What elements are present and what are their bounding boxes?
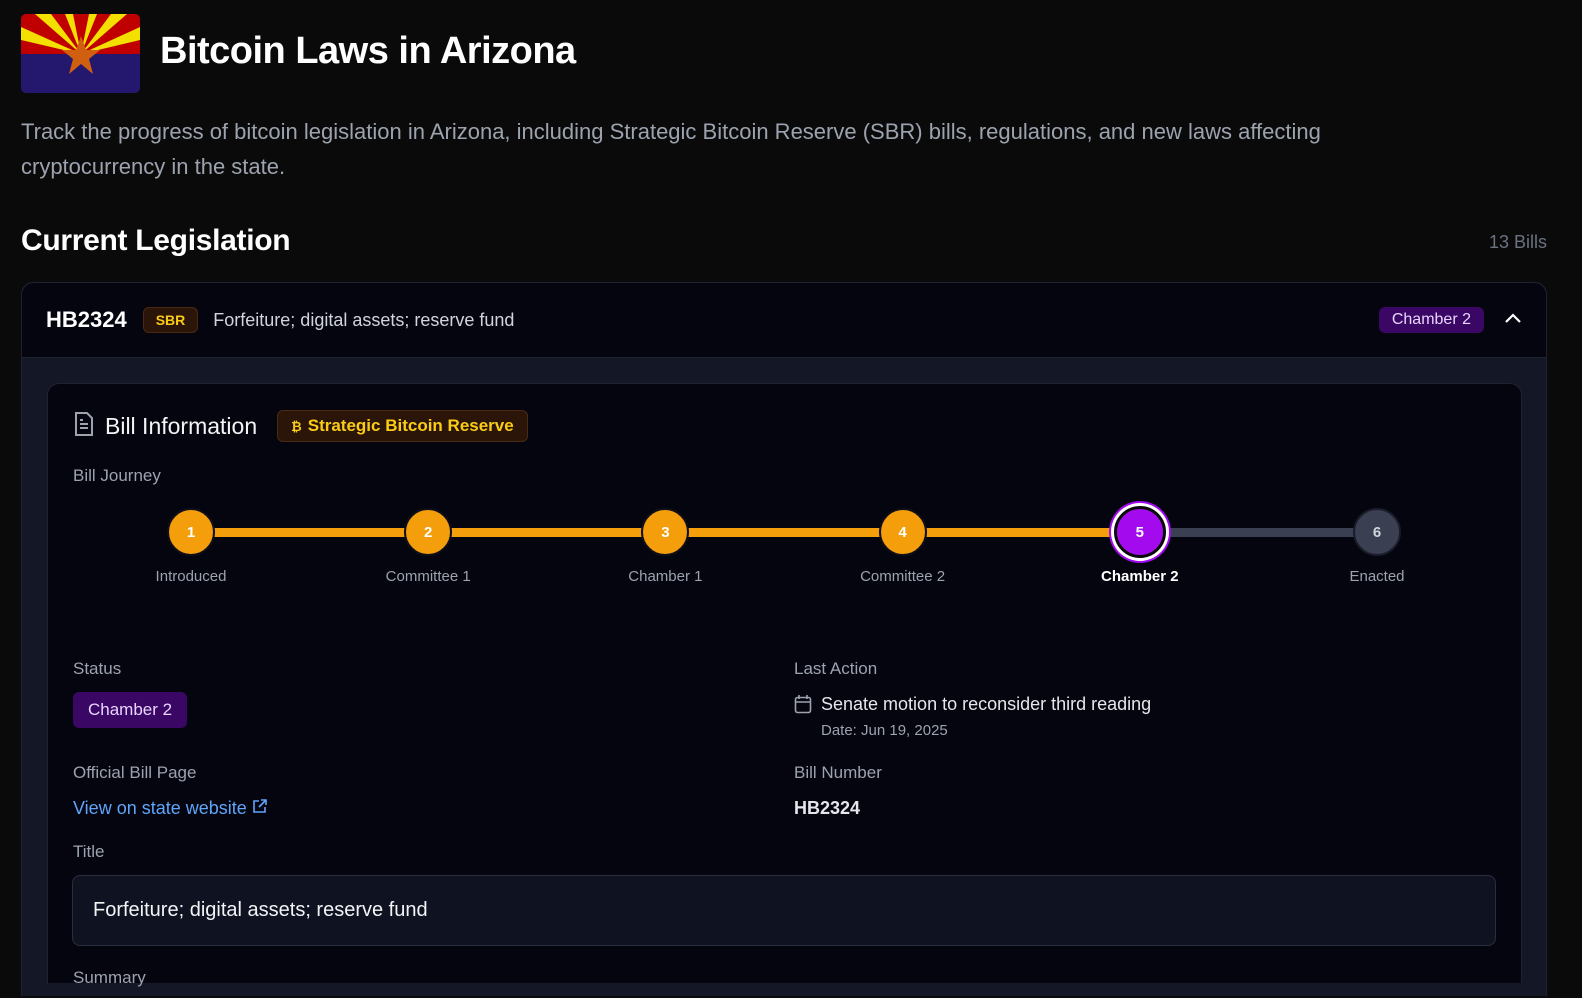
bill-card: HB2324 SBR Forfeiture; digital assets; r…	[21, 282, 1547, 996]
page-description: Track the progress of bitcoin legislatio…	[21, 119, 1321, 179]
page-title: Bitcoin Laws in Arizona	[160, 30, 576, 72]
last-action-date: Date: Jun 19, 2025	[821, 722, 948, 739]
external-link-icon	[252, 798, 268, 818]
journey-label: Bill Journey	[73, 466, 161, 485]
journey-connector	[1139, 528, 1377, 537]
bill-number-label: Bill Number	[794, 763, 882, 782]
link-text: View on state website	[73, 798, 247, 818]
status-badge: Chamber 2	[1378, 307, 1484, 333]
journey-connector	[902, 528, 1140, 537]
calendar-icon	[794, 694, 812, 719]
bill-information-panel: Bill Information ₿ Strategic Bitcoin Rese…	[47, 383, 1522, 987]
chevron-up-icon[interactable]	[1504, 311, 1522, 329]
state-website-link[interactable]: View on state website	[73, 798, 268, 819]
bill-card-header[interactable]: HB2324 SBR Forfeiture; digital assets; r…	[22, 283, 1546, 358]
journey-step-label: Chamber 2	[1101, 568, 1179, 585]
section-title: Current Legislation	[21, 224, 291, 257]
journey-step-3: 3	[641, 508, 690, 556]
journey-step-2: 2	[404, 508, 453, 556]
journey-connector	[191, 528, 429, 537]
journey-connector	[428, 528, 666, 537]
official-page-label: Official Bill Page	[73, 763, 197, 782]
bill-count: 13 Bills	[1488, 232, 1547, 252]
bill-number-value: HB2324	[794, 798, 861, 818]
bill-information-heading: Bill Information	[105, 412, 258, 439]
journey-step-5: 5	[1113, 506, 1166, 558]
journey-step-6: 6	[1353, 508, 1401, 556]
status-label: Status	[73, 659, 122, 678]
status-value-badge: Chamber 2	[73, 692, 188, 728]
bill-title: Forfeiture; digital assets; reserve fund	[213, 309, 515, 330]
category-label: Strategic Bitcoin Reserve	[307, 416, 514, 435]
journey-step-label: Committee 1	[385, 568, 471, 585]
last-action-text: Senate motion to reconsider third readin…	[821, 694, 1152, 714]
journey-step-label: Chamber 1	[628, 568, 703, 585]
category-badge: ₿ Strategic Bitcoin Reserve	[277, 410, 528, 442]
sbr-badge: SBR	[142, 307, 199, 333]
journey-step-label: Enacted	[1349, 568, 1405, 585]
bitcoin-icon: ₿	[291, 419, 302, 434]
journey-connector	[665, 528, 903, 537]
bill-id: HB2324	[46, 307, 127, 332]
journey-step-1: 1	[167, 508, 215, 556]
title-box: Forfeiture; digital assets; reserve fund	[72, 875, 1496, 946]
arizona-flag-icon	[21, 14, 140, 93]
journey-step-label: Introduced	[155, 568, 227, 585]
document-icon	[73, 411, 95, 442]
journey-step-4: 4	[878, 508, 927, 556]
last-action-label: Last Action	[794, 659, 878, 678]
summary-label: Summary	[73, 968, 146, 987]
journey-step-label: Committee 2	[860, 568, 946, 585]
title-label: Title	[73, 842, 105, 861]
